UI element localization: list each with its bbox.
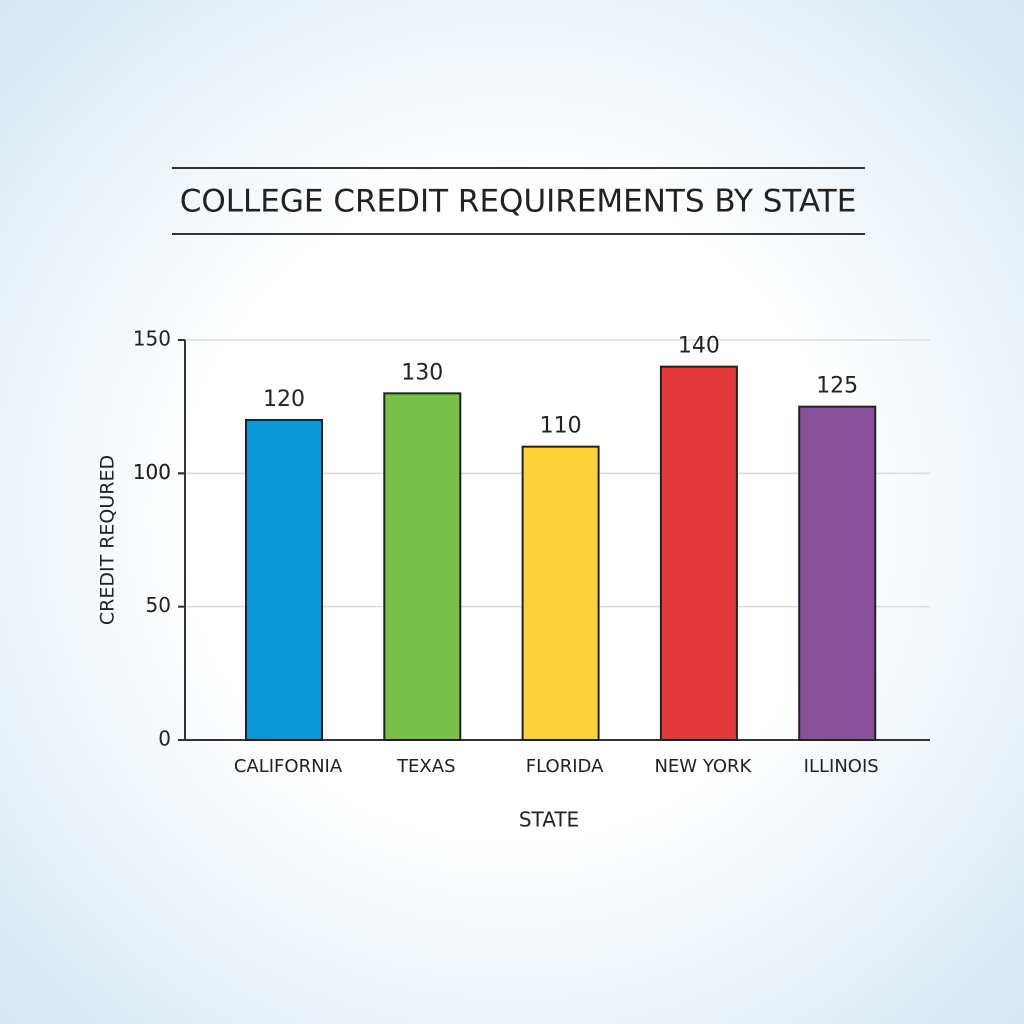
bar [383, 392, 462, 741]
y-tick-label: 150 [133, 327, 171, 351]
bar [521, 445, 600, 741]
y-tick-label: 50 [146, 593, 171, 617]
x-tick-label: TEXAS [396, 756, 455, 777]
bar [659, 365, 738, 741]
x-tick-label: FLORIDA [526, 756, 604, 777]
value-label: 140 [678, 334, 720, 359]
y-axis-label: CREDIT REQURED [97, 455, 119, 625]
x-tick-label: NEW YORK [654, 756, 752, 777]
y-tick-label: 100 [133, 460, 171, 484]
x-axis-label: STATE [519, 808, 579, 832]
value-label: 120 [263, 387, 305, 412]
bar [798, 405, 877, 741]
x-tick-label: CALIFORNIA [234, 756, 343, 777]
y-tick-label: 0 [158, 727, 171, 751]
value-label: 125 [816, 374, 858, 399]
value-label: 130 [401, 360, 443, 385]
y-tick-label: 100 [133, 460, 171, 484]
value-label: 110 [540, 414, 582, 439]
bar [245, 419, 323, 741]
chart-title: COLLEGE CREDIT REQUIREMENTS BY STATE [180, 184, 857, 220]
x-tick-label: ILLINOIS [804, 756, 879, 777]
